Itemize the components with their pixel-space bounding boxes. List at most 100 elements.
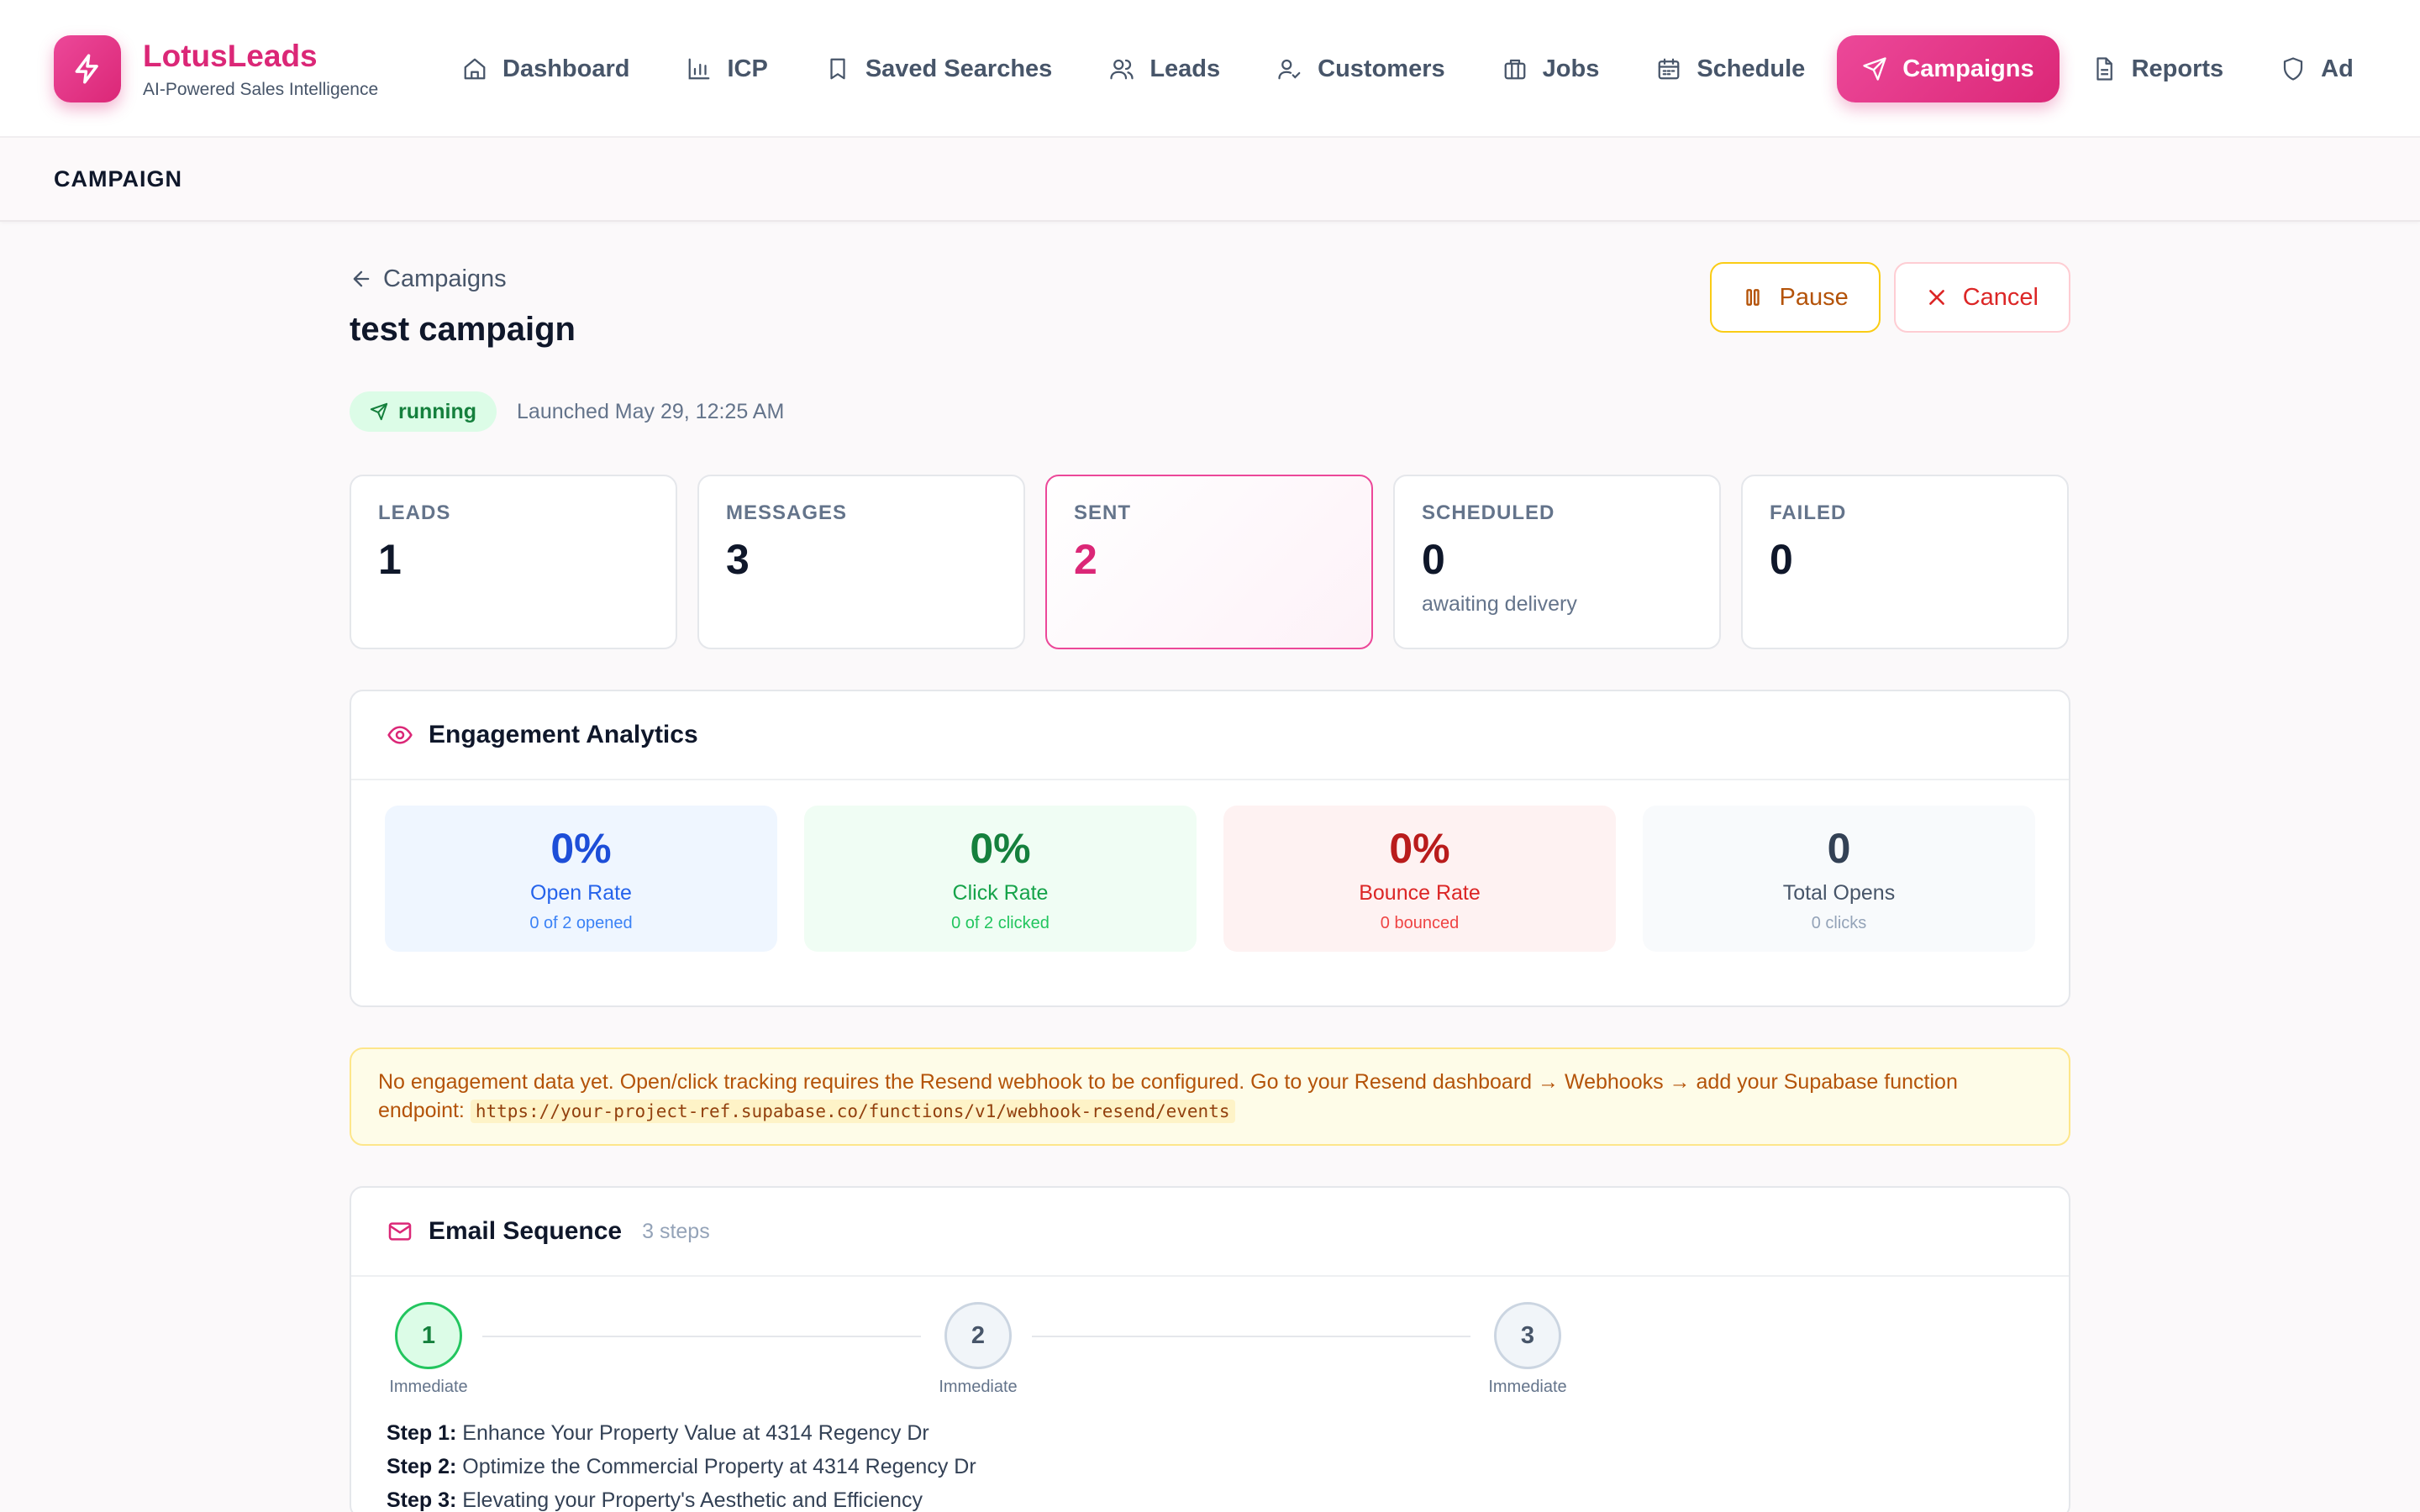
nav-item-saved-searches[interactable]: Saved Searches bbox=[800, 35, 1077, 102]
nav-item-dashboard[interactable]: Dashboard bbox=[437, 35, 655, 102]
step-connector bbox=[482, 1336, 921, 1337]
stat-card-messages: MESSAGES 3 bbox=[697, 475, 1025, 649]
stat-subtext: awaiting delivery bbox=[1422, 592, 1577, 616]
stat-value: 2 bbox=[1074, 536, 1097, 583]
metric-open-rate: 0% Open Rate 0 of 2 opened bbox=[385, 806, 777, 952]
nav-label: Saved Searches bbox=[865, 55, 1053, 82]
step-subject-2: Step 2: Optimize the Commercial Property… bbox=[387, 1450, 2033, 1483]
nav-item-customers[interactable]: Customers bbox=[1252, 35, 1470, 102]
step-timing: Immediate bbox=[939, 1378, 1018, 1396]
nav-item-admin[interactable]: Ad bbox=[2255, 35, 2379, 102]
stat-label: LEADS bbox=[378, 501, 451, 524]
top-navigation: LotusLeads AI-Powered Sales Intelligence… bbox=[0, 0, 2420, 138]
stat-value: 1 bbox=[378, 536, 402, 583]
step-indicator-2[interactable]: 2 Immediate bbox=[936, 1302, 1020, 1397]
step-timing: Immediate bbox=[1488, 1378, 1567, 1396]
stat-label: SCHEDULED bbox=[1422, 501, 1555, 524]
nav-item-reports[interactable]: Reports bbox=[2066, 35, 2249, 102]
send-icon bbox=[370, 402, 388, 421]
users-icon bbox=[1110, 59, 1134, 80]
pause-label: Pause bbox=[1779, 283, 1849, 311]
status-row: running Launched May 29, 12:25 AM bbox=[350, 391, 2070, 433]
metric-total-opens: 0 Total Opens 0 clicks bbox=[1643, 806, 2035, 952]
card-title: Engagement Analytics bbox=[429, 721, 698, 748]
shield-icon bbox=[2284, 57, 2303, 81]
nav-item-campaigns[interactable]: Campaigns bbox=[1837, 35, 2060, 102]
card-title: Email Sequence bbox=[429, 1217, 623, 1245]
nav-label: ICP bbox=[727, 55, 768, 82]
bar-chart-icon bbox=[689, 58, 710, 80]
sequence-body: 1 Immediate 2 Immediate 3 Immediate Step… bbox=[351, 1277, 2069, 1512]
nav-item-icp[interactable]: ICP bbox=[661, 35, 792, 102]
bookmark-icon bbox=[830, 58, 845, 80]
stat-value: 3 bbox=[726, 536, 750, 583]
launched-timestamp: Launched May 29, 12:25 AM bbox=[517, 399, 785, 423]
metric-subtext: 0 bounced bbox=[1380, 914, 1460, 932]
step-subject-3: Step 3: Elevating your Property's Aesthe… bbox=[387, 1483, 2033, 1512]
step-prefix: Step 3: bbox=[387, 1488, 457, 1512]
metric-click-rate: 0% Click Rate 0 of 2 clicked bbox=[804, 806, 1197, 952]
metric-label: Click Rate bbox=[952, 881, 1049, 905]
back-link-label: Campaigns bbox=[383, 265, 507, 292]
metric-label: Bounce Rate bbox=[1359, 881, 1481, 905]
close-icon bbox=[1928, 290, 1944, 305]
metric-label: Open Rate bbox=[530, 881, 632, 905]
metric-value: 0% bbox=[550, 825, 612, 872]
calendar-icon bbox=[1658, 58, 1680, 80]
main-nav: Dashboard ICP Saved Searches Leads Custo… bbox=[437, 35, 2386, 102]
metric-value: 0 bbox=[1827, 825, 1851, 872]
status-label: running bbox=[398, 399, 477, 423]
nav-item-jobs[interactable]: Jobs bbox=[1477, 35, 1625, 102]
stat-card-sent: SENT 2 bbox=[1045, 475, 1373, 649]
card-header: Email Sequence 3 steps bbox=[351, 1188, 2069, 1277]
step-subject-1: Step 1: Enhance Your Property Value at 4… bbox=[387, 1416, 2033, 1450]
stat-label: MESSAGES bbox=[726, 501, 848, 524]
step-indicator-1[interactable]: 1 Immediate bbox=[387, 1302, 471, 1397]
main-content: Campaigns test campaign Pause Cancel run… bbox=[350, 252, 2070, 1512]
step-prefix: Step 1: bbox=[387, 1421, 457, 1445]
pause-button[interactable]: Pause bbox=[1710, 262, 1881, 333]
cancel-button[interactable]: Cancel bbox=[1893, 262, 2070, 333]
step-number: 3 bbox=[1494, 1302, 1561, 1369]
step-subject: Elevating your Property's Aesthetic and … bbox=[456, 1488, 923, 1512]
engagement-metrics: 0% Open Rate 0 of 2 opened 0% Click Rate… bbox=[351, 780, 2069, 1005]
webhook-endpoint[interactable]: https://your-project-ref.supabase.co/fun… bbox=[470, 1100, 1235, 1123]
brand[interactable]: LotusLeads AI-Powered Sales Intelligence bbox=[54, 35, 378, 102]
step-tracker: 1 Immediate 2 Immediate 3 Immediate bbox=[387, 1302, 2033, 1411]
stat-label: FAILED bbox=[1770, 501, 1847, 524]
stat-card-failed: FAILED 0 bbox=[1741, 475, 2069, 649]
step-count: 3 steps bbox=[642, 1219, 710, 1243]
card-header: Engagement Analytics bbox=[351, 691, 2069, 780]
nav-item-schedule[interactable]: Schedule bbox=[1631, 35, 1830, 102]
pause-icon bbox=[1746, 289, 1760, 306]
file-text-icon bbox=[2096, 57, 2112, 81]
stat-value: 0 bbox=[1422, 536, 1445, 583]
step-timing: Immediate bbox=[389, 1378, 468, 1396]
step-indicator-3[interactable]: 3 Immediate bbox=[1486, 1302, 1570, 1397]
nav-label: Dashboard bbox=[502, 55, 630, 82]
stats-row: LEADS 1 MESSAGES 3 SENT 2 SCHEDULED 0 aw… bbox=[350, 475, 2070, 649]
nav-label: Jobs bbox=[1542, 55, 1600, 82]
brand-name: LotusLeads bbox=[143, 39, 318, 73]
step-subject: Enhance Your Property Value at 4314 Rege… bbox=[456, 1421, 929, 1445]
user-check-icon bbox=[1278, 59, 1301, 80]
metric-value: 0% bbox=[970, 825, 1031, 872]
briefcase-icon bbox=[1504, 59, 1526, 80]
back-to-campaigns-link[interactable]: Campaigns bbox=[350, 252, 2070, 306]
stat-card-scheduled: SCHEDULED 0 awaiting delivery bbox=[1393, 475, 1721, 649]
status-badge: running bbox=[350, 391, 497, 432]
arrow-left-icon bbox=[353, 270, 370, 287]
webhook-notice: No engagement data yet. Open/click track… bbox=[350, 1047, 2070, 1146]
nav-label: Campaigns bbox=[1902, 55, 2034, 82]
mail-icon bbox=[388, 1222, 412, 1241]
nav-item-leads[interactable]: Leads bbox=[1084, 35, 1245, 102]
eye-icon bbox=[387, 726, 413, 744]
lightning-icon bbox=[54, 35, 121, 102]
step-subject: Optimize the Commercial Property at 4314… bbox=[456, 1455, 976, 1478]
metric-value: 0% bbox=[1389, 825, 1450, 872]
stat-label: SENT bbox=[1074, 501, 1132, 524]
step-number: 1 bbox=[395, 1302, 462, 1369]
campaign-actions: Pause Cancel bbox=[1710, 262, 2070, 333]
page-title: test campaign bbox=[350, 311, 576, 348]
home-icon bbox=[464, 58, 486, 80]
